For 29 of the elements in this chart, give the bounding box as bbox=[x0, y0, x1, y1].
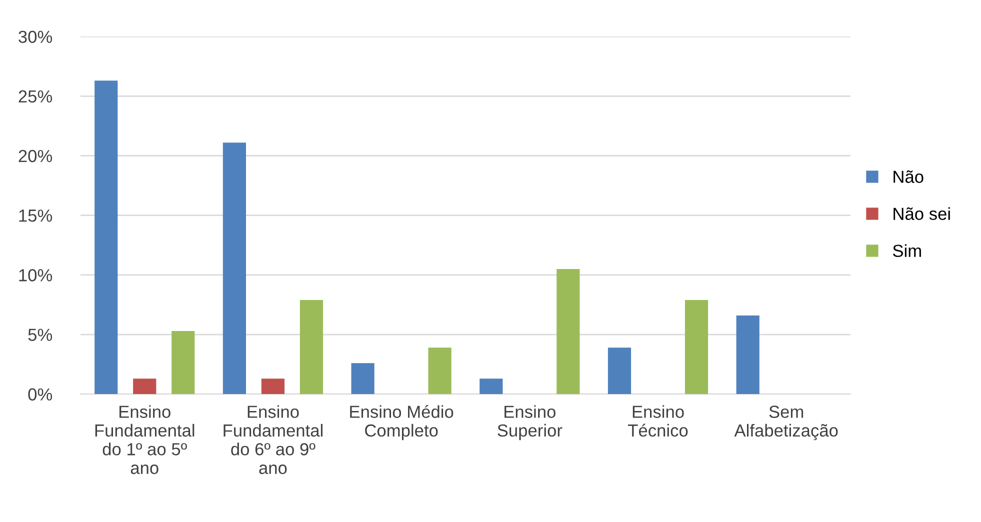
legend-label: Sim bbox=[892, 244, 921, 258]
legend-label: Não sei bbox=[894, 207, 950, 220]
y-tick-label: 15% bbox=[19, 210, 52, 222]
bar bbox=[172, 330, 195, 394]
bar bbox=[300, 300, 324, 394]
bar bbox=[608, 348, 632, 394]
y-tick-label: 5% bbox=[28, 328, 52, 341]
bar bbox=[261, 378, 285, 394]
bar bbox=[133, 378, 156, 394]
bar bbox=[351, 363, 374, 394]
bar bbox=[428, 348, 452, 394]
x-tick-label: Sem Alfabetização bbox=[734, 406, 838, 440]
y-tick-label: 20% bbox=[18, 150, 52, 162]
bar bbox=[736, 315, 760, 394]
x-tick-label: Ensino Fundamental do 6º ao 9º ano bbox=[224, 405, 322, 474]
bar bbox=[94, 80, 118, 394]
y-tick-label: 0% bbox=[28, 388, 52, 401]
bar bbox=[222, 142, 246, 394]
bar bbox=[684, 300, 708, 394]
bar bbox=[480, 378, 503, 394]
x-tick-label: Ensino Fundamental do 1º ao 5º ano bbox=[95, 405, 194, 474]
bar bbox=[556, 268, 580, 394]
y-tick-label: 25% bbox=[18, 90, 52, 103]
legend-label: Não bbox=[894, 170, 924, 183]
x-tick-label: Ensino Superior bbox=[498, 405, 562, 440]
y-tick-label: 10% bbox=[19, 269, 52, 282]
x-tick-label: Ensino Técnico bbox=[628, 405, 688, 437]
x-tick-label: Ensino Médio Completo bbox=[350, 405, 454, 440]
y-tick-label: 30% bbox=[18, 30, 52, 43]
